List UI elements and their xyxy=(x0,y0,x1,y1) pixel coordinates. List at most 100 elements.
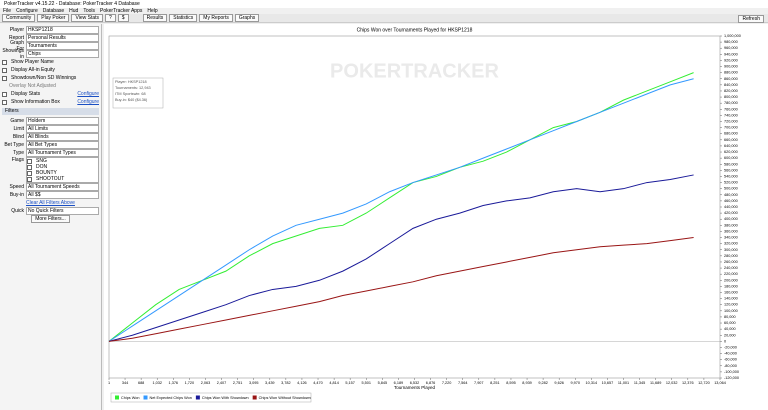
y-tick-label: 180,000 xyxy=(724,284,738,288)
menu-item[interactable]: Configure xyxy=(16,8,38,14)
y-tick-label: 280,000 xyxy=(724,254,738,258)
tab-button[interactable]: My Reports xyxy=(199,14,233,22)
field-label: Game xyxy=(10,118,24,124)
sidebar: Player HKSP1218 Report Personal Results Grap… xyxy=(0,24,102,410)
y-tick-label: 800,000 xyxy=(724,95,738,99)
y-tick-label: 460,000 xyxy=(724,199,738,203)
dropdown[interactable]: No Quick Filters xyxy=(26,207,99,215)
toolbar-button[interactable]: Play Poker xyxy=(37,14,70,22)
checkbox[interactable] xyxy=(2,67,7,73)
y-tick-label: 220,000 xyxy=(724,272,738,276)
checkbox[interactable] xyxy=(27,158,32,164)
dropdown[interactable]: All Limits xyxy=(26,125,99,133)
y-tick-label: 880,000 xyxy=(724,71,738,75)
legend-swatch xyxy=(115,395,119,400)
more-filters-button[interactable]: More Filters... xyxy=(31,215,70,223)
y-tick-label: 940,000 xyxy=(724,52,738,56)
dropdown[interactable]: Tournaments xyxy=(26,42,99,50)
check-row: Display All-in Equity xyxy=(2,66,99,74)
y-tick-label: -100,000 xyxy=(724,370,739,374)
x-tick-label: 2,063 xyxy=(201,381,211,385)
field-label: Type xyxy=(13,150,24,156)
dropdown[interactable]: All $$ xyxy=(26,191,99,199)
dropdown[interactable]: All Tournament Speeds xyxy=(26,183,99,191)
x-tick-label: 1,032 xyxy=(152,381,162,385)
dropdown[interactable]: HKSP1218 xyxy=(26,26,99,34)
legend-label: Chips Won Without Showdown xyxy=(259,396,311,400)
dropdown[interactable]: All Bet Types xyxy=(26,141,99,149)
x-tick-label: 11,001 xyxy=(618,381,629,385)
x-tick-label: 11,689 xyxy=(650,381,661,385)
y-tick-label: 140,000 xyxy=(724,297,738,301)
menu-item[interactable]: Help xyxy=(147,8,158,14)
dropdown[interactable]: Holdem xyxy=(26,117,99,125)
tab-button[interactable]: Results xyxy=(142,14,168,22)
configure-link[interactable]: Configure xyxy=(77,91,99,97)
x-tick-label: 9,970 xyxy=(571,381,581,385)
checkbox[interactable] xyxy=(27,170,32,176)
y-tick-label: 600,000 xyxy=(724,156,738,160)
checkbox[interactable] xyxy=(27,164,32,170)
checkbox[interactable] xyxy=(27,176,32,182)
refresh-button[interactable]: Refresh xyxy=(738,15,764,23)
dropdown[interactable]: Chips xyxy=(26,50,99,58)
menu-item[interactable]: Database xyxy=(42,8,65,14)
title-bar: PokerTracker v4.15.22 - Database: PokerT… xyxy=(0,0,768,8)
field-label: Speed xyxy=(9,184,24,190)
x-tick-label: 3,439 xyxy=(265,381,275,385)
tab-button[interactable]: Graphs xyxy=(234,14,260,22)
clear-link[interactable]: Clear All Filters Above xyxy=(26,200,75,206)
tab-button[interactable]: Statistics xyxy=(169,14,198,22)
check-row: Display Stats Configure xyxy=(2,90,99,98)
y-tick-label: 960,000 xyxy=(724,46,738,50)
y-tick-label: 700,000 xyxy=(724,126,738,130)
toolbar-button[interactable]: Community xyxy=(2,14,36,22)
menu-item[interactable]: Hud xyxy=(69,8,79,14)
x-tick-label: 3,782 xyxy=(281,381,291,385)
y-tick-label: 640,000 xyxy=(724,144,738,148)
menu-item[interactable]: Tools xyxy=(83,8,96,14)
toolbar-button[interactable]: ? xyxy=(105,14,116,22)
x-tick-label: 4,470 xyxy=(313,381,323,385)
toolbar-button[interactable]: View Stats xyxy=(71,14,104,22)
checkbox[interactable] xyxy=(2,59,7,65)
y-tick-label: -20,000 xyxy=(724,345,737,349)
x-tick-label: 344 xyxy=(122,381,128,385)
checkbox[interactable] xyxy=(2,91,7,97)
field-label: Flags xyxy=(11,157,24,163)
field-label: Blind xyxy=(12,134,24,140)
flag-item: SHOOTOUT xyxy=(27,176,98,182)
x-tick-label: 2,407 xyxy=(217,381,227,385)
check-row: Showdown/Non SD Winnings xyxy=(2,74,99,82)
y-tick-label: 920,000 xyxy=(724,58,738,62)
legend-label: Chips Won With Showdown xyxy=(202,396,249,400)
dropdown[interactable]: All Blinds xyxy=(26,133,99,141)
x-tick-label: 8,251 xyxy=(490,381,500,385)
x-tick-label: 12,720 xyxy=(698,381,710,385)
menu-item[interactable]: File xyxy=(3,8,12,14)
chart-background xyxy=(104,24,768,410)
menu-item[interactable]: PokerTracker Apps xyxy=(100,8,143,14)
x-tick-label: 11,345 xyxy=(634,381,645,385)
form-row: Player HKSP1218 xyxy=(2,26,99,34)
y-tick-label: 40,000 xyxy=(724,327,736,331)
dropdown[interactable]: All Tournament Types xyxy=(26,149,99,157)
field-label: Player xyxy=(9,27,24,33)
y-tick-label: 80,000 xyxy=(724,315,736,319)
form-row: Bet Type All Bet Types xyxy=(2,141,99,149)
checkbox[interactable] xyxy=(2,75,7,81)
dropdown[interactable]: Personal Results xyxy=(26,34,99,42)
check-label: Show Information Box xyxy=(11,99,60,105)
legend-label: Chips Won xyxy=(121,396,140,400)
flag-item: DON xyxy=(27,164,98,170)
y-tick-label: 820,000 xyxy=(724,89,738,93)
x-tick-label: 5,845 xyxy=(378,381,388,385)
legend-swatch xyxy=(143,395,148,400)
checkbox[interactable] xyxy=(2,99,7,105)
x-tick-label: 6,532 xyxy=(410,381,420,385)
x-tick-label: 7,220 xyxy=(442,381,452,385)
configure-link[interactable]: Configure xyxy=(77,99,99,105)
toolbar-button[interactable]: $ xyxy=(117,14,129,22)
field-label: Limit xyxy=(13,126,24,132)
y-tick-label: 620,000 xyxy=(724,150,738,154)
